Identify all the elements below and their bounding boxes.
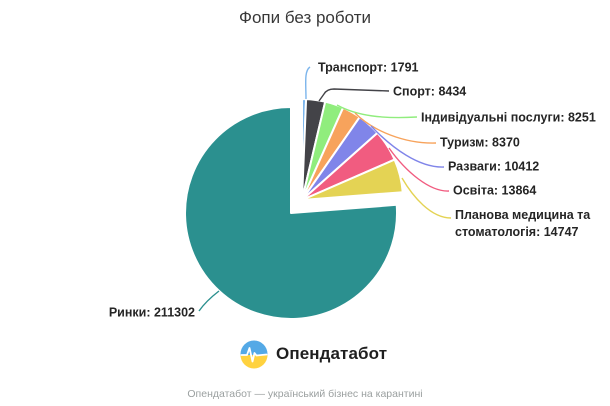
slice-connector-4 <box>370 125 445 168</box>
slice-connector-3 <box>354 112 437 144</box>
opendatabot-flag-icon <box>240 340 268 369</box>
slice-connector-2 <box>336 104 418 119</box>
chart-title: Фопи без роботи <box>239 8 371 27</box>
pie-slice-7[interactable] <box>184 106 399 320</box>
slice-connector-0 <box>304 66 311 100</box>
opendatabot-logo-text: Опендатабот <box>276 344 388 363</box>
opendatabot-logo: Опендатабот <box>239 339 387 369</box>
label-connectors <box>198 66 452 312</box>
pie-slice-6[interactable] <box>301 158 404 201</box>
slice-connector-5 <box>388 147 450 192</box>
slice-connector-6 <box>401 177 452 219</box>
footer-caption: Опендатабот — український бізнес на кара… <box>187 388 423 400</box>
slice-connector-1 <box>318 88 390 102</box>
pie-slices <box>184 98 404 320</box>
slice-connector-7 <box>198 290 220 312</box>
